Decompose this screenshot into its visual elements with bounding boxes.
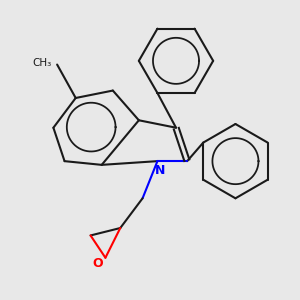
Text: CH₃: CH₃ bbox=[32, 58, 52, 68]
Text: N: N bbox=[155, 164, 166, 177]
Text: O: O bbox=[93, 257, 103, 270]
